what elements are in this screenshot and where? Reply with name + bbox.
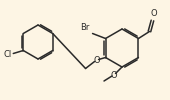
Text: Cl: Cl: [3, 50, 11, 59]
Text: O: O: [111, 70, 117, 80]
Text: O: O: [93, 56, 100, 65]
Text: Br: Br: [80, 22, 90, 32]
Text: O: O: [150, 10, 157, 18]
